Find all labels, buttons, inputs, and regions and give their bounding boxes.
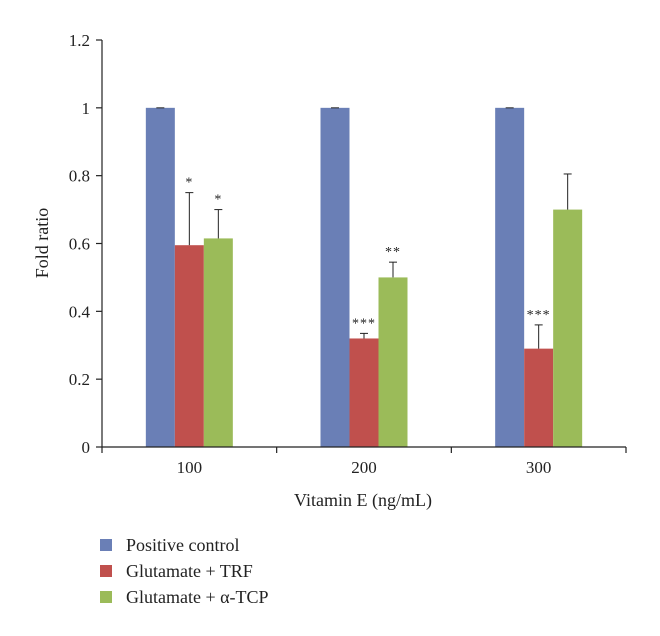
significance-label: *** bbox=[352, 316, 376, 331]
legend-item-glutamate-atcp: Glutamate + α-TCP bbox=[100, 584, 269, 610]
bar bbox=[524, 348, 554, 447]
x-tick-label: 300 bbox=[526, 458, 552, 477]
x-axis-ticks: 100 200 300 bbox=[101, 447, 627, 477]
error-bars-group bbox=[156, 107, 572, 349]
significance-label: * bbox=[214, 193, 222, 208]
bar bbox=[174, 245, 204, 447]
legend-label-glutamate-atcp: Glutamate + α-TCP bbox=[126, 586, 269, 607]
significance-label: *** bbox=[527, 308, 551, 323]
y-axis-ticks: 0 0.2 0.4 0.6 0.8 1 1.2 bbox=[69, 31, 102, 457]
legend: Positive control Glutamate + TRF Glutama… bbox=[100, 532, 269, 610]
bar bbox=[320, 107, 350, 447]
legend-label-positive-control: Positive control bbox=[126, 534, 240, 555]
y-axis-title: Fold ratio bbox=[32, 208, 52, 279]
bar bbox=[349, 338, 379, 447]
significance-label: * bbox=[185, 176, 193, 191]
x-tick-label: 200 bbox=[351, 458, 377, 477]
y-tick-label: 0.4 bbox=[69, 302, 91, 321]
legend-item-glutamate-trf: Glutamate + TRF bbox=[100, 558, 269, 584]
significance-label: ** bbox=[385, 245, 401, 260]
x-axis-title: Vitamin E (ng/mL) bbox=[294, 490, 432, 511]
y-tick-label: 1 bbox=[82, 99, 91, 118]
bar bbox=[378, 277, 408, 447]
bar bbox=[495, 107, 525, 447]
y-tick-label: 0.2 bbox=[69, 370, 90, 389]
legend-item-positive-control: Positive control bbox=[100, 532, 269, 558]
significance-labels-group: ********** bbox=[185, 176, 551, 332]
legend-label-glutamate-trf: Glutamate + TRF bbox=[126, 560, 253, 581]
bar bbox=[553, 209, 583, 447]
y-tick-label: 0.6 bbox=[69, 235, 90, 254]
bars-group bbox=[145, 107, 583, 447]
y-tick-label: 0 bbox=[82, 438, 91, 457]
bar bbox=[145, 107, 175, 447]
legend-swatch-glutamate-atcp bbox=[100, 591, 112, 603]
y-tick-label: 1.2 bbox=[69, 31, 90, 50]
y-tick-label: 0.8 bbox=[69, 167, 90, 186]
bar bbox=[203, 238, 233, 447]
legend-swatch-positive-control bbox=[100, 539, 112, 551]
legend-swatch-glutamate-trf bbox=[100, 565, 112, 577]
x-tick-label: 100 bbox=[177, 458, 203, 477]
